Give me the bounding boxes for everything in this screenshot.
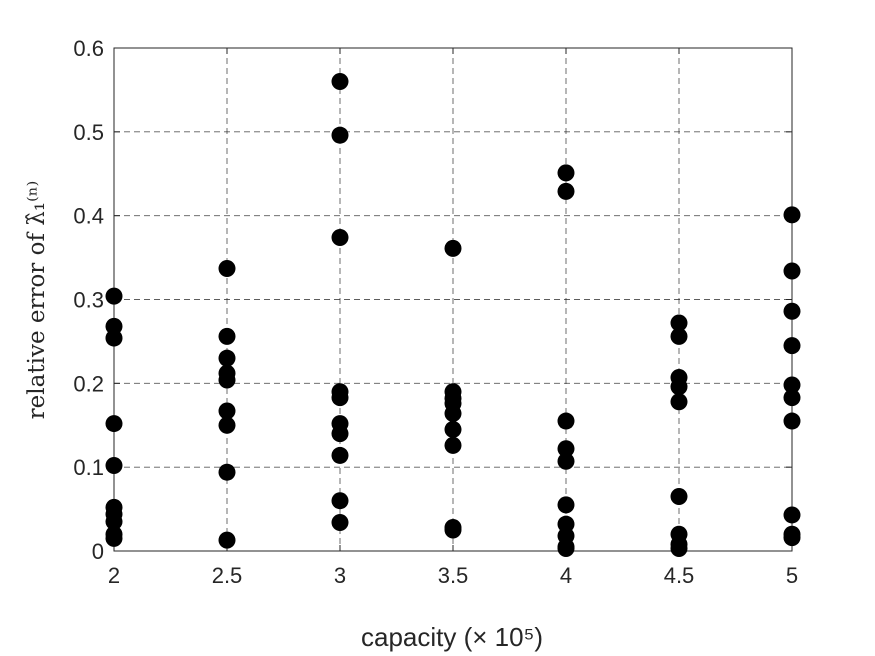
data-point bbox=[331, 228, 349, 246]
y-tick-label: 0.2 bbox=[73, 371, 104, 396]
data-point bbox=[783, 206, 801, 224]
data-point bbox=[105, 529, 123, 547]
data-point bbox=[218, 259, 236, 277]
data-point bbox=[670, 314, 688, 332]
x-tick-label: 3.5 bbox=[438, 563, 469, 588]
data-point bbox=[783, 412, 801, 430]
data-point bbox=[557, 182, 575, 200]
data-point bbox=[105, 456, 123, 474]
data-point bbox=[783, 302, 801, 320]
data-point bbox=[331, 425, 349, 443]
x-tick-label: 5 bbox=[786, 563, 798, 588]
data-point bbox=[444, 420, 462, 438]
data-point bbox=[670, 378, 688, 396]
x-axis-label: capacity (× 10⁵) bbox=[361, 622, 543, 652]
data-point bbox=[557, 496, 575, 514]
x-tick-label: 4.5 bbox=[664, 563, 695, 588]
x-tick-label: 2 bbox=[108, 563, 120, 588]
y-axis-label: relative error of λ̂₁⁽ⁿ⁾ bbox=[24, 181, 50, 420]
data-point bbox=[557, 515, 575, 533]
y-tick-label: 0.6 bbox=[73, 36, 104, 61]
y-tick-label: 0.1 bbox=[73, 455, 104, 480]
grid-lines bbox=[114, 48, 792, 551]
data-point bbox=[105, 415, 123, 433]
x-tick-label: 2.5 bbox=[212, 563, 243, 588]
data-point bbox=[218, 349, 236, 367]
y-tick-label: 0.3 bbox=[73, 288, 104, 313]
data-point bbox=[218, 463, 236, 481]
data-point bbox=[105, 329, 123, 347]
data-point bbox=[670, 393, 688, 411]
data-point bbox=[783, 337, 801, 355]
y-tick-label: 0.4 bbox=[73, 204, 104, 229]
data-point bbox=[331, 446, 349, 464]
axis-ticks: 2 2.5 3 3.5 4 4.5 5 0 0.1 0.2 0.3 0.4 0.5 0.6 bbox=[73, 36, 798, 588]
data-point bbox=[218, 371, 236, 389]
x-tick-label: 3 bbox=[334, 563, 346, 588]
data-point bbox=[670, 327, 688, 345]
data-point bbox=[218, 531, 236, 549]
y-tick-label: 0 bbox=[92, 539, 104, 564]
data-point bbox=[331, 126, 349, 144]
data-point bbox=[557, 412, 575, 430]
data-point bbox=[557, 452, 575, 470]
data-point bbox=[783, 262, 801, 280]
y-tick-label: 0.5 bbox=[73, 120, 104, 145]
data-point bbox=[105, 287, 123, 305]
data-point bbox=[105, 317, 123, 335]
data-point bbox=[331, 513, 349, 531]
data-point bbox=[557, 539, 575, 557]
data-point bbox=[444, 239, 462, 257]
data-point bbox=[670, 539, 688, 557]
data-point bbox=[105, 513, 123, 531]
data-point bbox=[331, 389, 349, 407]
data-point bbox=[783, 506, 801, 524]
data-point bbox=[331, 73, 349, 91]
data-point bbox=[218, 402, 236, 420]
data-point bbox=[783, 376, 801, 394]
data-point bbox=[670, 488, 688, 506]
data-point bbox=[218, 327, 236, 345]
data-points bbox=[105, 73, 801, 557]
data-point bbox=[557, 440, 575, 458]
data-point bbox=[783, 389, 801, 407]
data-point bbox=[444, 521, 462, 539]
x-tick-label: 4 bbox=[560, 563, 572, 588]
data-point bbox=[331, 492, 349, 510]
data-point bbox=[783, 529, 801, 547]
data-point bbox=[218, 416, 236, 434]
data-point bbox=[557, 164, 575, 182]
data-point bbox=[444, 405, 462, 423]
data-point bbox=[444, 436, 462, 454]
